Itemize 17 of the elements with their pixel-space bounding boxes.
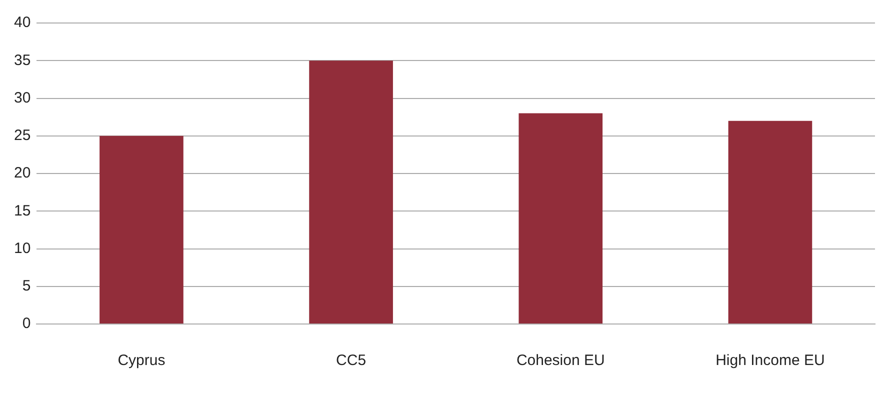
x-tick-label: CC5 <box>336 352 366 370</box>
y-tick-label: 35 <box>14 52 31 69</box>
y-tick-label: 10 <box>14 240 31 257</box>
y-tick-label: 30 <box>14 89 31 106</box>
y-tick-label: 25 <box>14 127 31 144</box>
x-tick-label: Cyprus <box>118 352 166 370</box>
y-tick-label: 5 <box>22 278 31 295</box>
bar <box>728 120 812 324</box>
x-tick-label: Cohesion EU <box>516 352 605 370</box>
y-tick-label: 40 <box>14 14 31 32</box>
y-tick-label: 0 <box>22 315 31 332</box>
bar <box>100 136 184 324</box>
bar <box>309 60 393 324</box>
y-tick-label: 20 <box>14 164 31 182</box>
bar <box>518 113 603 324</box>
x-tick-label: High Income EU <box>716 352 825 370</box>
y-tick-label: 15 <box>14 202 31 220</box>
